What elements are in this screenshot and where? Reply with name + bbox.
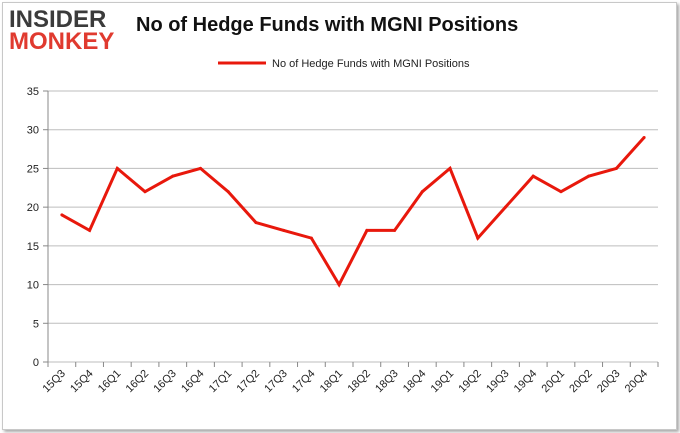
xtick-label: 20Q3	[595, 368, 623, 396]
grid-lines	[48, 90, 658, 363]
data-point	[448, 166, 452, 170]
data-point	[559, 190, 563, 194]
data-point	[614, 166, 618, 170]
xtick-label: 18Q1	[318, 368, 346, 396]
xtick-label: 20Q2	[567, 368, 595, 396]
data-point	[587, 174, 591, 178]
data-point	[337, 283, 341, 287]
xtick-label: 19Q1	[429, 368, 457, 396]
ytick-label: 30	[27, 125, 39, 137]
legend-label: No of Hedge Funds with MGNI Positions	[272, 58, 470, 70]
xtick-label: 20Q1	[540, 368, 568, 396]
data-point	[393, 228, 397, 232]
xtick-label: 16Q4	[179, 368, 207, 396]
logo-line-1: INSIDER	[9, 6, 107, 33]
xtick-label: 19Q3	[484, 368, 512, 396]
legend: No of Hedge Funds with MGNI Positions	[218, 58, 470, 70]
xtick-label: 17Q1	[207, 368, 235, 396]
ytick-label: 20	[27, 202, 39, 214]
data-point	[199, 166, 202, 170]
xtick-label: 20Q4	[623, 368, 651, 396]
ytick-label: 5	[33, 318, 39, 330]
data-point	[143, 190, 147, 194]
xtick-label: 17Q2	[235, 368, 263, 396]
series-layer	[60, 135, 646, 288]
data-point	[88, 228, 92, 232]
ytick-label: 10	[27, 280, 39, 292]
logo-line-2: MONKEY	[9, 28, 115, 55]
xtick-label: 16Q3	[151, 368, 179, 396]
series-line	[61, 136, 646, 288]
ytick-label: 25	[27, 163, 39, 175]
data-point	[642, 135, 646, 139]
xtick-label: 18Q3	[373, 368, 401, 396]
xtick-label: 18Q4	[401, 368, 429, 396]
ytick-label: 35	[27, 86, 39, 98]
data-point	[476, 236, 480, 240]
xtick-label: 19Q4	[512, 368, 540, 396]
data-point	[115, 166, 119, 170]
data-point	[254, 221, 258, 225]
xtick-label: 15Q3	[40, 368, 68, 396]
data-point	[309, 236, 313, 240]
y-tick-labels: 0 5 10 15 20 25 30 35	[27, 86, 39, 369]
xtick-label: 16Q1	[96, 368, 124, 396]
data-point	[282, 228, 286, 232]
xtick-label: 19Q2	[456, 368, 484, 396]
ytick-label: 0	[33, 357, 39, 369]
x-tick-labels: 15Q3 15Q4 16Q1 16Q2 16Q3 16Q4 17Q1 17Q2 17Q3 17Q4…	[40, 368, 650, 396]
data-point	[171, 174, 175, 178]
data-point	[60, 213, 64, 217]
xtick-label: 17Q3	[262, 368, 290, 396]
xtick-label: 15Q4	[68, 368, 96, 396]
insider-monkey-logo: INSIDER MONKEY	[9, 6, 129, 55]
xtick-label: 17Q4	[290, 368, 318, 396]
ytick-label: 15	[27, 241, 39, 253]
chart-title: No of Hedge Funds with MGNI Positions	[136, 14, 519, 36]
data-point	[504, 205, 507, 209]
data-point	[420, 190, 424, 194]
xtick-label: 18Q2	[345, 368, 373, 396]
data-point	[226, 190, 230, 194]
xtick-label: 16Q2	[124, 368, 152, 396]
data-point	[531, 174, 535, 178]
data-point	[365, 228, 369, 232]
axes	[43, 90, 659, 367]
